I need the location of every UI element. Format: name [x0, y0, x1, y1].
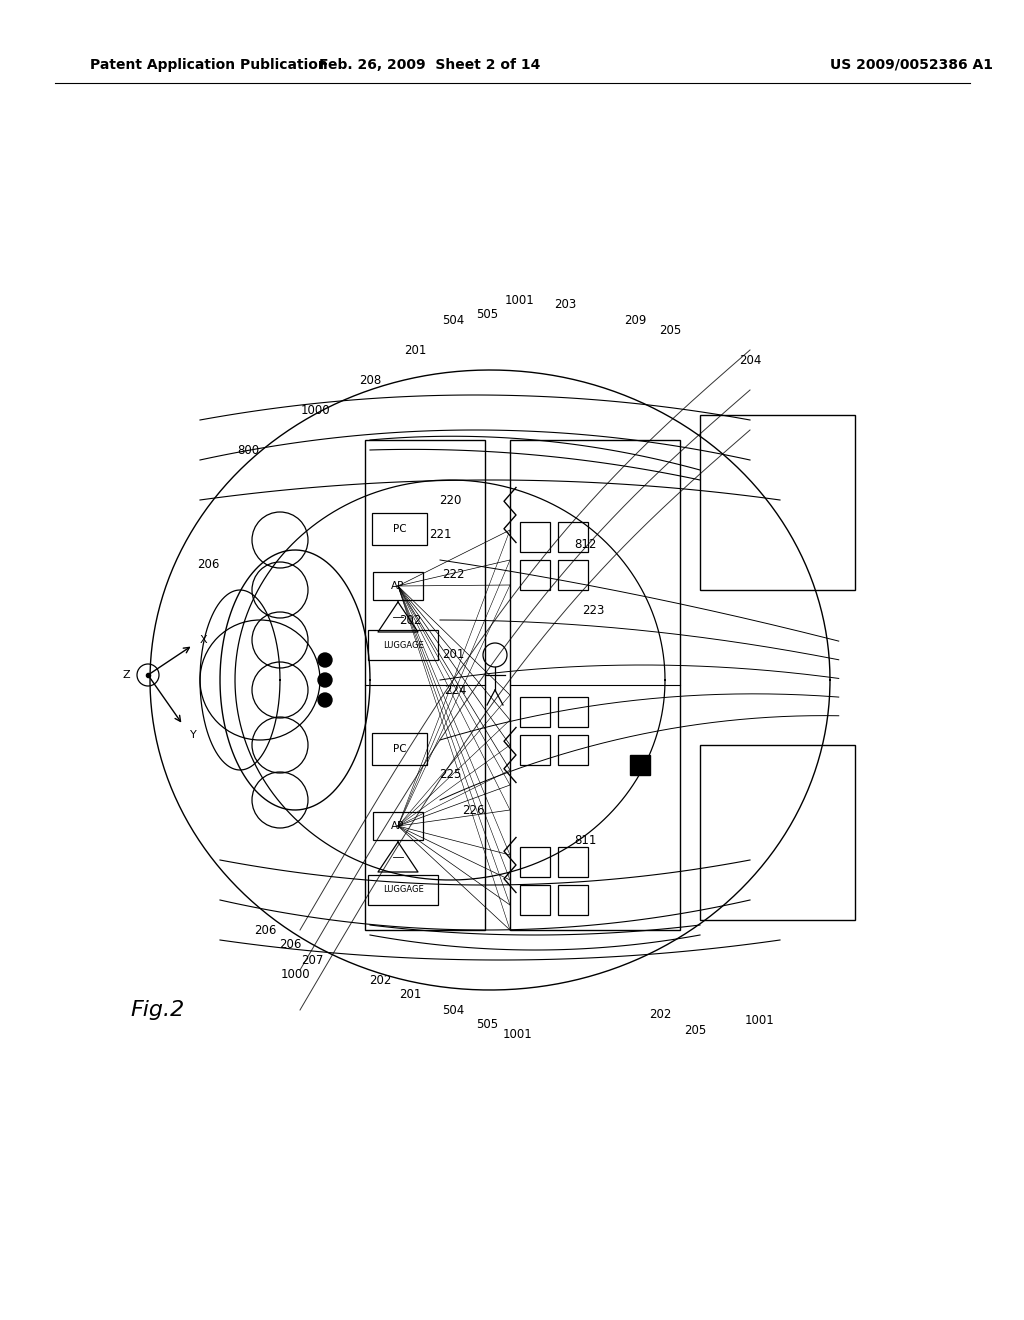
- Text: 205: 205: [684, 1023, 707, 1036]
- Text: 224: 224: [443, 684, 466, 697]
- Text: Patent Application Publication: Patent Application Publication: [90, 58, 328, 73]
- Text: LUGGAGE: LUGGAGE: [383, 640, 423, 649]
- Bar: [520, 847, 550, 876]
- Text: 1001: 1001: [745, 1014, 775, 1027]
- Bar: [373, 572, 423, 601]
- Text: 201: 201: [403, 343, 426, 356]
- Text: 812: 812: [573, 539, 596, 552]
- Text: 1000: 1000: [281, 969, 310, 982]
- Bar: [372, 733, 427, 766]
- Text: 204: 204: [738, 354, 761, 367]
- Text: 202: 202: [369, 974, 391, 986]
- Text: 220: 220: [439, 494, 461, 507]
- Text: 201: 201: [441, 648, 464, 661]
- Circle shape: [318, 673, 332, 686]
- Bar: [368, 630, 438, 660]
- Text: 223: 223: [582, 603, 604, 616]
- Text: AP: AP: [391, 821, 404, 832]
- Text: 505: 505: [476, 309, 498, 322]
- Bar: [520, 884, 550, 915]
- Text: 201: 201: [398, 989, 421, 1002]
- Bar: [558, 560, 588, 590]
- Text: Fig.2: Fig.2: [130, 1001, 184, 1020]
- Bar: [558, 697, 588, 727]
- Bar: [700, 414, 855, 590]
- Circle shape: [318, 653, 332, 667]
- Text: 203: 203: [554, 298, 577, 312]
- Bar: [373, 812, 423, 840]
- Text: 1001: 1001: [505, 293, 535, 306]
- Bar: [520, 560, 550, 590]
- Text: Feb. 26, 2009  Sheet 2 of 14: Feb. 26, 2009 Sheet 2 of 14: [319, 58, 541, 73]
- Text: US 2009/0052386 A1: US 2009/0052386 A1: [830, 58, 993, 73]
- Text: 202: 202: [649, 1008, 671, 1022]
- Bar: [520, 697, 550, 727]
- Text: 206: 206: [254, 924, 276, 936]
- Bar: [558, 884, 588, 915]
- Text: 1001: 1001: [503, 1028, 532, 1041]
- Text: 504: 504: [442, 1003, 464, 1016]
- Text: 205: 205: [658, 323, 681, 337]
- Text: LUGGAGE: LUGGAGE: [383, 886, 423, 895]
- Text: 1000: 1000: [300, 404, 330, 417]
- Text: X: X: [200, 635, 207, 645]
- Bar: [365, 440, 485, 931]
- Bar: [372, 513, 427, 545]
- Bar: [700, 744, 855, 920]
- Text: PC: PC: [392, 524, 407, 535]
- Bar: [630, 755, 650, 775]
- Text: 811: 811: [573, 833, 596, 846]
- Text: 504: 504: [442, 314, 464, 326]
- Text: AP: AP: [391, 581, 404, 591]
- Circle shape: [318, 693, 332, 708]
- Bar: [520, 521, 550, 552]
- Text: 226: 226: [462, 804, 484, 817]
- Text: 202: 202: [398, 614, 421, 627]
- Text: 207: 207: [301, 953, 324, 966]
- Bar: [520, 735, 550, 766]
- Text: 206: 206: [197, 558, 219, 572]
- Bar: [510, 440, 680, 931]
- Bar: [368, 875, 438, 906]
- Text: 208: 208: [358, 374, 381, 387]
- Text: 505: 505: [476, 1019, 498, 1031]
- Bar: [558, 735, 588, 766]
- Bar: [558, 847, 588, 876]
- Text: 800: 800: [237, 444, 259, 457]
- Text: PC: PC: [392, 744, 407, 754]
- Text: 209: 209: [624, 314, 646, 326]
- Text: 221: 221: [429, 528, 452, 541]
- Text: 225: 225: [439, 768, 461, 781]
- Text: Y: Y: [189, 730, 197, 741]
- Text: 206: 206: [279, 939, 301, 952]
- Text: 222: 222: [441, 569, 464, 582]
- Text: Z: Z: [123, 671, 130, 680]
- Bar: [558, 521, 588, 552]
